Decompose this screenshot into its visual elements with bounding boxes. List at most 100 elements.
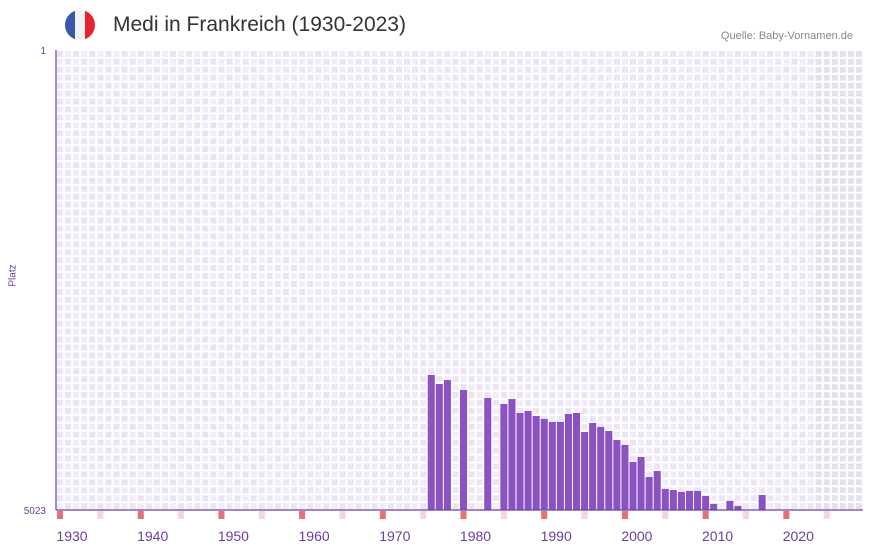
grid-cell bbox=[73, 344, 80, 351]
grid-cell bbox=[452, 407, 459, 414]
grid-cell bbox=[347, 233, 354, 240]
grid-cell bbox=[234, 281, 241, 287]
grid-cell bbox=[274, 503, 281, 509]
grid-cell bbox=[573, 193, 580, 200]
grid-cell bbox=[242, 138, 249, 145]
grid-cell bbox=[371, 241, 378, 248]
grid-cell bbox=[202, 193, 209, 200]
grid-cell bbox=[57, 296, 64, 303]
grid-cell bbox=[307, 288, 314, 295]
grid-cell bbox=[589, 288, 596, 295]
grid-cell bbox=[379, 162, 386, 168]
grid-cell bbox=[589, 415, 596, 422]
grid-cell bbox=[379, 138, 386, 145]
grid-cell bbox=[81, 225, 88, 232]
grid-cell bbox=[73, 138, 80, 145]
grid-cell bbox=[492, 249, 499, 256]
grid-cell bbox=[420, 130, 427, 137]
grid-cell bbox=[638, 344, 645, 351]
grid-cell bbox=[702, 336, 709, 343]
source-link[interactable]: Quelle: Baby-Vornamen.de bbox=[720, 30, 853, 42]
grid-cell bbox=[718, 241, 725, 248]
grid-cell bbox=[694, 169, 701, 176]
grid-cell bbox=[662, 439, 669, 446]
grid-cell bbox=[516, 193, 524, 200]
grid-cell bbox=[597, 98, 604, 105]
grid-cell bbox=[178, 241, 185, 248]
grid-cell bbox=[266, 273, 273, 279]
grid-cell bbox=[420, 352, 427, 359]
grid-cell bbox=[355, 281, 362, 287]
grid-cell bbox=[113, 352, 120, 359]
grid-cell bbox=[726, 415, 733, 422]
grid-cell bbox=[460, 177, 467, 184]
grid-cell bbox=[355, 122, 362, 129]
grid-cell bbox=[210, 209, 217, 216]
grid-cell bbox=[161, 257, 168, 264]
grid-cell bbox=[533, 122, 540, 129]
grid-cell bbox=[299, 90, 306, 97]
grid-cell bbox=[299, 273, 306, 279]
grid-cell bbox=[145, 471, 152, 478]
grid-cell bbox=[525, 296, 532, 303]
grid-cell bbox=[516, 82, 524, 89]
grid-cell bbox=[282, 447, 290, 454]
grid-cell bbox=[73, 257, 80, 264]
grid-cell bbox=[202, 455, 209, 462]
grid-cell bbox=[355, 169, 362, 176]
grid-cell bbox=[476, 90, 483, 97]
grid-cell bbox=[210, 320, 217, 327]
grid-cell bbox=[129, 193, 136, 200]
grid-cell bbox=[315, 360, 322, 367]
grid-cell bbox=[65, 233, 72, 240]
grid-cell bbox=[460, 368, 467, 375]
grid-cell bbox=[57, 312, 64, 319]
grid-cell bbox=[686, 471, 693, 478]
grid-cell bbox=[331, 193, 338, 200]
grid-cell bbox=[73, 368, 80, 375]
grid-cell bbox=[186, 439, 193, 446]
grid-cell bbox=[153, 463, 160, 470]
grid-cell bbox=[355, 471, 362, 478]
grid-cell bbox=[137, 74, 144, 81]
grid-cell bbox=[250, 503, 257, 509]
grid-cell bbox=[444, 58, 451, 65]
grid-cell bbox=[282, 74, 290, 81]
grid-cell bbox=[266, 90, 273, 97]
grid-cell bbox=[57, 82, 64, 89]
grid-cell bbox=[444, 162, 451, 168]
grid-cell bbox=[210, 479, 217, 486]
grid-cell bbox=[395, 233, 403, 240]
grid-cell bbox=[420, 98, 427, 105]
grid-cell bbox=[113, 320, 120, 327]
grid-cell bbox=[395, 407, 403, 414]
grid-cell bbox=[355, 344, 362, 351]
grid-cell bbox=[508, 241, 515, 248]
grid-cell bbox=[662, 249, 669, 256]
grid-cell bbox=[436, 352, 443, 359]
grid-cell bbox=[218, 169, 225, 176]
grid-cell bbox=[694, 177, 701, 184]
grid-cell bbox=[81, 288, 88, 295]
grid-cell bbox=[331, 463, 338, 470]
grid-cell bbox=[347, 304, 354, 311]
grid-cell bbox=[307, 304, 314, 311]
grid-cell bbox=[331, 471, 338, 478]
grid-cell bbox=[500, 74, 507, 81]
grid-cell bbox=[484, 217, 491, 224]
grid-cell bbox=[73, 328, 80, 335]
grid-cell bbox=[307, 90, 314, 97]
grid-cell bbox=[105, 209, 112, 216]
grid-cell bbox=[404, 384, 411, 391]
grid-cell bbox=[436, 193, 443, 200]
grid-cell bbox=[525, 265, 532, 272]
grid-cell bbox=[629, 407, 637, 414]
grid-cell bbox=[355, 399, 362, 406]
grid-cell bbox=[476, 209, 483, 216]
grid-cell bbox=[500, 296, 507, 303]
grid-cell bbox=[137, 273, 144, 279]
grid-cell bbox=[129, 241, 136, 248]
grid-cell bbox=[331, 407, 338, 414]
grid-cell bbox=[355, 82, 362, 89]
grid-cell bbox=[734, 328, 741, 335]
